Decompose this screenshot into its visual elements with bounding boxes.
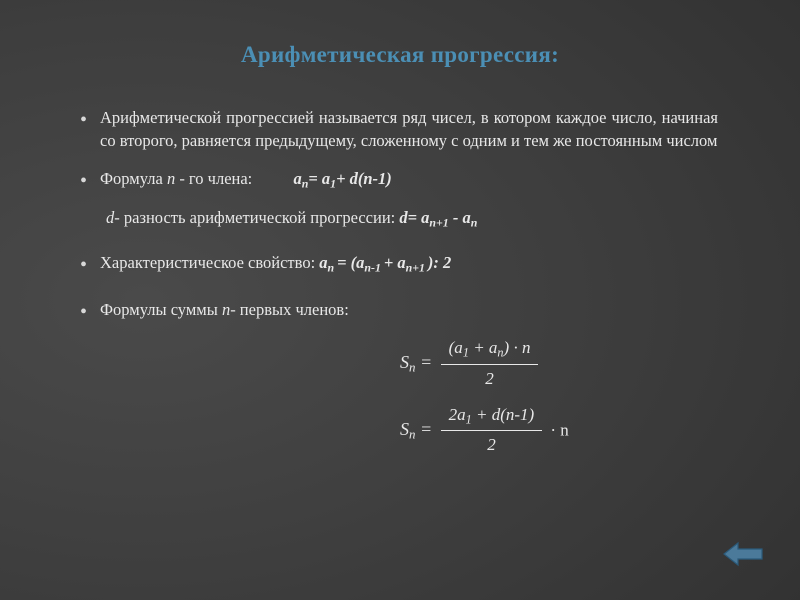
back-arrow-icon[interactable] [722, 540, 764, 568]
sum-n: n [222, 300, 230, 319]
bullet-sum: Формулы суммы n- первых членов: [100, 298, 718, 321]
slide-title: Арифметическая прогрессия: [0, 0, 800, 106]
bullet-characteristic: Характеристическое свойство: an = (an-1 … [100, 251, 718, 276]
fraction-2: 2a1 + d(n-1) 2 [441, 403, 543, 458]
sum-prefix: Формулы суммы [100, 300, 222, 319]
nth-n: n [167, 169, 175, 188]
char-text: Характеристическое свойство: [100, 253, 319, 272]
slide-content: Арифметической прогрессией называется ря… [0, 106, 800, 458]
nth-prefix: Формула [100, 169, 167, 188]
sum-formulas: Sn = (a1 + an) · n 2 Sn = 2a1 + d(n-1) 2… [400, 336, 718, 458]
fraction-1: (a1 + an) · n 2 [441, 336, 539, 391]
line-difference: d- разность арифметической прогрессии: d… [100, 206, 718, 231]
formula-sum-1: Sn = (a1 + an) · n 2 [400, 336, 718, 391]
definition-text: Арифметической прогрессией называется ря… [100, 108, 718, 150]
diff-text: - разность арифметической прогрессии: [114, 208, 399, 227]
nth-formula: an= a1+ d(n-1) [294, 169, 392, 188]
formula-sum-2: Sn = 2a1 + d(n-1) 2 · n [400, 403, 718, 458]
bullet-nth-term: Формула n - го члена: an= a1+ d(n-1) [100, 167, 718, 192]
slide-container: Арифметическая прогрессия: Арифметическо… [0, 0, 800, 600]
nth-mid: - го члена: [175, 169, 293, 188]
diff-formula: d= an+1 - an [399, 208, 477, 227]
bullet-definition: Арифметической прогрессией называется ря… [100, 106, 718, 153]
char-formula: an = (an-1 + an+1 ): 2 [319, 253, 451, 272]
diff-d: d [106, 208, 114, 227]
sum-suffix: - первых членов: [230, 300, 349, 319]
